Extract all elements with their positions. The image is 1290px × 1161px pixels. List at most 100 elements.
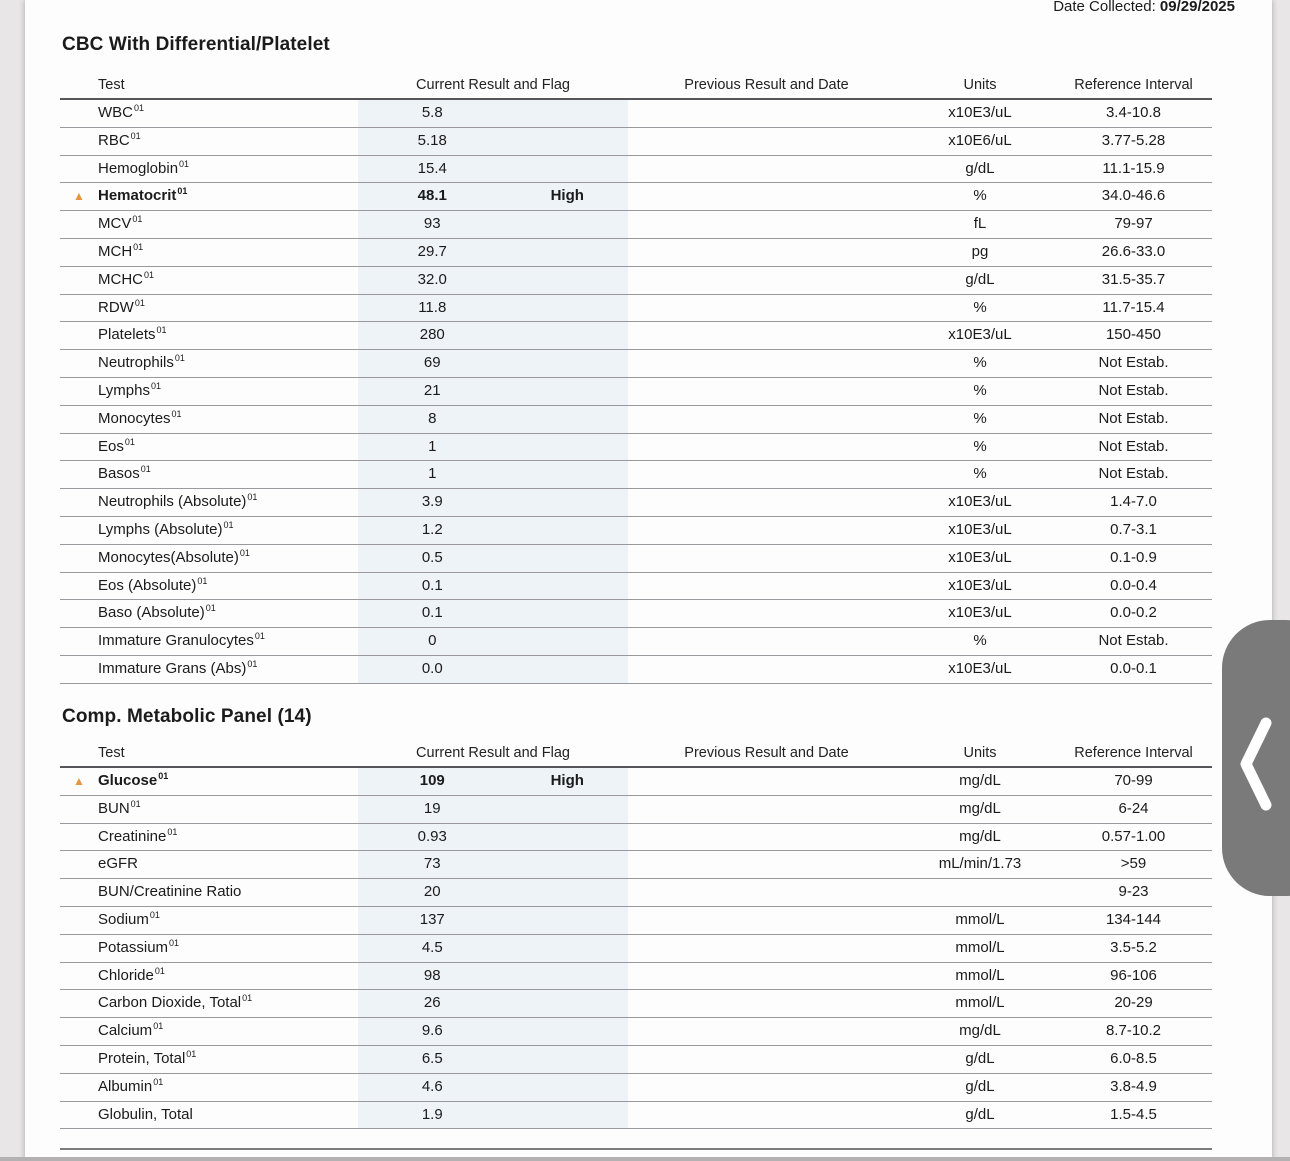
table-header-row: Test Current Result and Flag Previous Re… xyxy=(60,72,1212,100)
current-result-cell: 0.93 xyxy=(358,823,628,851)
table-row: Potassium01 4.5 mmol/L 3.5-5.2 xyxy=(60,934,1212,963)
abnormal-high-triangle-icon xyxy=(60,656,98,683)
previous-result-cell xyxy=(628,545,905,572)
units-value: mL/min/1.73 xyxy=(938,855,1022,873)
previous-result-cell xyxy=(628,350,905,377)
test-name: Globulin, Total xyxy=(98,1105,193,1123)
abnormal-high-triangle-icon xyxy=(60,907,98,934)
table-row: Carbon Dioxide, Total01 26 mmol/L 20-29 xyxy=(60,990,1212,1019)
units-value: mmol/L xyxy=(955,966,1005,984)
table-row: ▲ Hematocrit01 48.1 High % 34.0-46.6 xyxy=(60,183,1212,212)
table-row: Baso (Absolute)01 0.1 x10E3/uL 0.0-0.2 xyxy=(60,600,1212,629)
current-result-cell: 4.5 xyxy=(358,934,628,962)
result-value: 9.6 xyxy=(421,1022,443,1040)
test-name: Creatinine01 xyxy=(98,826,178,845)
current-result-cell: 32.0 xyxy=(358,266,628,294)
previous-result-cell xyxy=(628,156,905,183)
abnormal-high-triangle-icon xyxy=(60,1074,98,1101)
table-row: Basos01 1 % Not Estab. xyxy=(60,461,1212,490)
test-name: RBC01 xyxy=(98,130,141,149)
current-result-cell: 73 xyxy=(358,851,628,879)
metabolic-table: Test Current Result and Flag Previous Re… xyxy=(60,740,1212,1151)
units-value: mmol/L xyxy=(955,994,1005,1012)
test-name: Glucose01 xyxy=(98,771,169,790)
test-name: Basos01 xyxy=(98,464,151,483)
previous-result-cell xyxy=(628,489,905,516)
current-result-cell: 11.8 xyxy=(358,294,628,322)
previous-result-cell xyxy=(628,573,905,600)
current-result-cell: 1 xyxy=(358,461,628,489)
reference-interval-value: 0.7-3.1 xyxy=(1110,520,1157,538)
date-collected: Date Collected: 09/29/2025 xyxy=(1053,0,1235,15)
units-value: fL xyxy=(973,215,987,233)
previous-result-cell xyxy=(628,796,905,823)
table-row: MCV01 93 fL 79-97 xyxy=(60,211,1212,239)
table-row: Creatinine01 0.93 mg/dL 0.57-1.00 xyxy=(60,823,1212,852)
result-value: 1.2 xyxy=(421,520,443,538)
reference-interval-value: 96-106 xyxy=(1110,966,1157,984)
reference-interval-value: 6-24 xyxy=(1118,799,1149,817)
test-name: BUN01 xyxy=(98,798,141,817)
test-name: Potassium01 xyxy=(98,937,180,956)
column-header-test: Test xyxy=(98,77,125,93)
test-name: Hemoglobin01 xyxy=(98,158,190,177)
abnormal-high-triangle-icon xyxy=(60,517,98,544)
previous-result-cell xyxy=(628,851,905,878)
units-value: x10E3/uL xyxy=(948,493,1012,511)
current-result-cell: 48.1 High xyxy=(358,183,628,211)
units-value: x10E3/uL xyxy=(948,326,1012,344)
table-row: BUN01 19 mg/dL 6-24 xyxy=(60,795,1212,824)
reference-interval-value: 1.5-4.5 xyxy=(1110,1105,1157,1123)
test-name: MCH01 xyxy=(98,241,144,260)
reference-interval-value: 70-99 xyxy=(1114,772,1153,789)
test-name: Eos (Absolute)01 xyxy=(98,575,208,594)
abnormal-high-triangle-icon xyxy=(60,489,98,516)
reference-interval-value: 150-450 xyxy=(1105,326,1162,344)
table-row: Platelets01 280 x10E3/uL 150-450 xyxy=(60,322,1212,351)
current-result-cell: 9.6 xyxy=(358,1018,628,1045)
abnormal-high-triangle-icon xyxy=(60,1018,98,1045)
abnormal-high-triangle-icon xyxy=(60,295,98,322)
previous-result-cell xyxy=(628,1102,905,1129)
previous-result-cell xyxy=(628,963,905,990)
result-value: 8 xyxy=(428,409,437,427)
reference-interval-value: Not Estab. xyxy=(1098,632,1169,650)
current-result-cell: 19 xyxy=(358,795,628,823)
column-header-reference-interval: Reference Interval xyxy=(1074,77,1193,93)
units-value: pg xyxy=(971,242,989,260)
reference-interval-value: 26.6-33.0 xyxy=(1101,242,1166,260)
abnormal-high-triangle-icon xyxy=(60,851,98,878)
reference-interval-value: 20-29 xyxy=(1114,994,1153,1012)
current-result-cell: 1.2 xyxy=(358,516,628,544)
table-row: Neutrophils01 69 % Not Estab. xyxy=(60,350,1212,378)
units-value: % xyxy=(973,187,987,205)
table-row: BUN/Creatinine Ratio 20 9-23 xyxy=(60,879,1212,907)
reference-interval-value: 0.0-0.4 xyxy=(1110,576,1157,594)
units-value: x10E6/uL xyxy=(948,131,1012,149)
table-row: MCHC01 32.0 g/dL 31.5-35.7 xyxy=(60,266,1212,295)
result-flag: High xyxy=(550,187,584,205)
table-row: Globulin, Total 1.9 g/dL 1.5-4.5 xyxy=(60,1101,1212,1130)
panel-title-metabolic: Comp. Metabolic Panel (14) xyxy=(62,706,312,727)
units-value: g/dL xyxy=(965,159,995,177)
table-row: Immature Grans (Abs)01 0.0 x10E3/uL 0.0-… xyxy=(60,655,1212,684)
previous-result-cell xyxy=(628,907,905,934)
result-value: 3.9 xyxy=(421,493,443,511)
collapse-panel-button[interactable] xyxy=(1222,620,1290,896)
current-result-cell: 0.5 xyxy=(358,544,628,572)
reference-interval-value: 31.5-35.7 xyxy=(1101,270,1166,288)
units-value: x10E3/uL xyxy=(948,659,1012,677)
reference-interval-value: 0.57-1.00 xyxy=(1101,827,1166,845)
column-header-reference-interval: Reference Interval xyxy=(1074,745,1193,761)
previous-result-cell xyxy=(628,656,905,683)
abnormal-high-triangle-icon xyxy=(60,600,98,627)
current-result-cell: 5.18 xyxy=(358,127,628,155)
table-row: Eos01 1 % Not Estab. xyxy=(60,433,1212,462)
table-row: Lymphs (Absolute)01 1.2 x10E3/uL 0.7-3.1 xyxy=(60,516,1212,545)
table-row: Monocytes(Absolute)01 0.5 x10E3/uL 0.1-0… xyxy=(60,544,1212,573)
units-value: % xyxy=(973,632,987,650)
abnormal-high-triangle-icon xyxy=(60,879,98,906)
table-row: WBC01 5.8 x10E3/uL 3.4-10.8 xyxy=(60,100,1212,128)
reference-interval-value: 11.7-15.4 xyxy=(1102,298,1165,316)
reference-interval-value: 6.0-8.5 xyxy=(1110,1049,1157,1067)
